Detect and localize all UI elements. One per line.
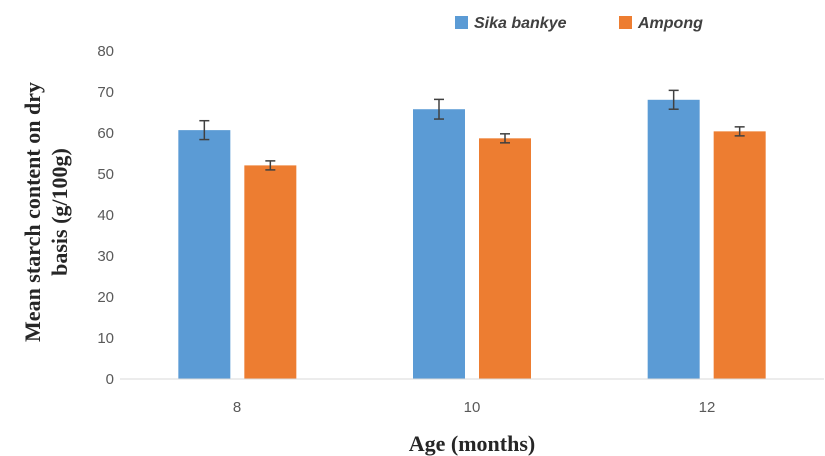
legend-swatch-sika-bankye (455, 16, 468, 29)
y-tick-label: 10 (97, 330, 114, 347)
x-tick-label: 10 (464, 399, 481, 416)
bars (178, 99, 766, 379)
y-tick-labels: 0 10 20 30 40 50 60 70 80 (97, 43, 114, 388)
y-tick-label: 0 (106, 371, 114, 388)
x-tick-labels: 8 10 12 (233, 399, 716, 416)
y-tick-label: 40 (97, 207, 114, 224)
x-tick-label: 12 (699, 399, 716, 416)
error-bar-sika-bankye-10 (434, 98, 444, 120)
legend-swatch-ampong (619, 16, 632, 29)
error-bar-ampong-8 (265, 160, 276, 171)
y-axis-title: Mean starch content on dry basis (g/100g… (20, 82, 72, 342)
bar-ampong-10 (479, 138, 531, 379)
y-tick-label: 80 (97, 43, 114, 60)
error-bar-ampong-12 (734, 126, 745, 137)
y-tick-label: 70 (97, 84, 114, 101)
y-tick-label: 30 (97, 248, 114, 265)
bar-sika-bankye-10 (413, 109, 465, 379)
y-axis-title-line-2: basis (g/100g) (47, 148, 72, 276)
x-tick-label: 8 (233, 399, 241, 416)
y-tick-label: 20 (97, 289, 114, 306)
legend-label-sika-bankye: Sika bankye (474, 15, 567, 32)
error-bar-sika-bankye-8 (199, 119, 210, 141)
bar-ampong-8 (244, 165, 297, 379)
bar-ampong-12 (713, 131, 766, 379)
y-axis-title-line-1: Mean starch content on dry (20, 82, 45, 342)
x-axis-title: Age (months) (409, 431, 536, 456)
bar-sika-bankye-12 (647, 99, 700, 379)
error-bar-ampong-10 (500, 133, 510, 144)
y-tick-label: 50 (97, 166, 114, 183)
error-bars (199, 89, 745, 171)
legend-label-ampong: Ampong (637, 15, 703, 32)
y-tick-label: 60 (97, 125, 114, 142)
bar-sika-bankye-8 (178, 130, 231, 379)
legend: Sika bankye Ampong (455, 15, 703, 32)
error-bar-sika-bankye-12 (668, 89, 679, 110)
